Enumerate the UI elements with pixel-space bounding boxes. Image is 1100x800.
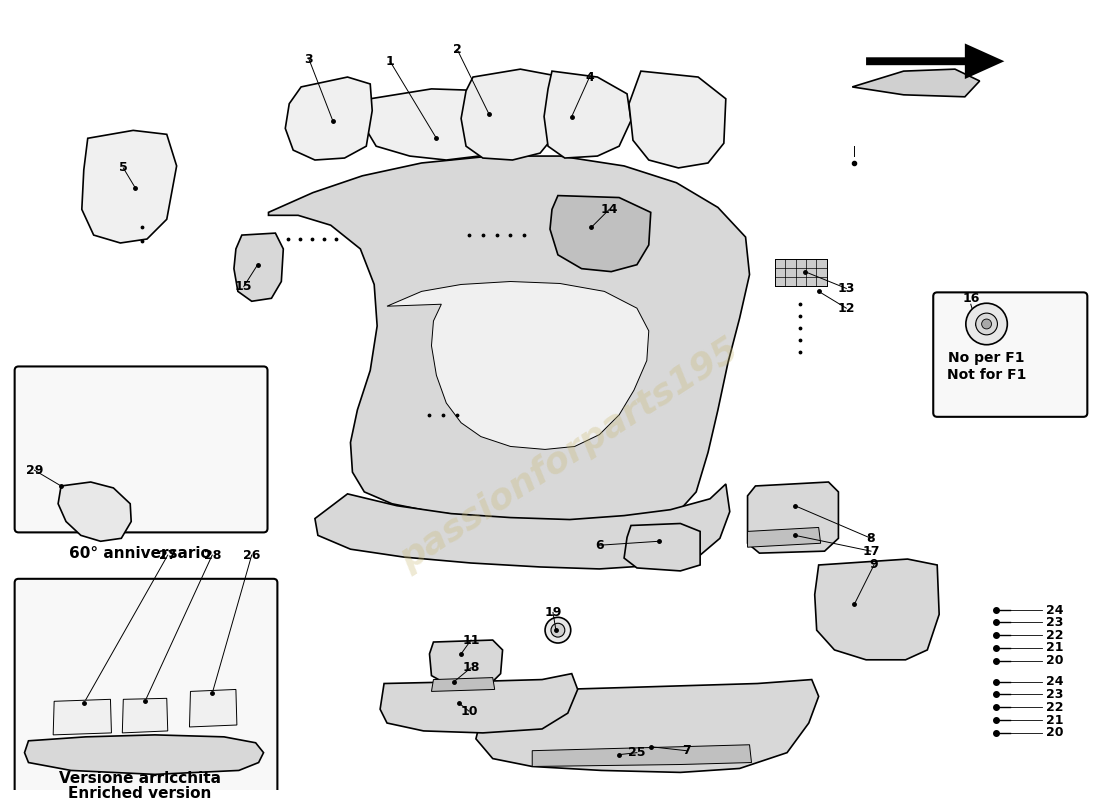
Polygon shape: [544, 71, 631, 158]
Text: 18: 18: [462, 662, 480, 674]
Text: Enriched version: Enriched version: [68, 786, 212, 800]
Polygon shape: [476, 679, 818, 773]
Polygon shape: [122, 698, 167, 733]
Polygon shape: [387, 282, 649, 450]
Text: 2: 2: [453, 43, 462, 56]
Text: 26: 26: [243, 549, 261, 562]
Text: 29: 29: [25, 464, 43, 477]
Text: 19: 19: [544, 606, 562, 619]
Text: Versione arricchita: Versione arricchita: [59, 771, 221, 786]
Polygon shape: [285, 77, 372, 160]
Text: 6: 6: [595, 538, 604, 552]
Text: 21: 21: [1046, 714, 1064, 726]
Text: passionforparts195: passionforparts195: [394, 332, 746, 577]
Polygon shape: [364, 89, 498, 160]
Text: 11: 11: [462, 634, 480, 646]
Circle shape: [546, 618, 571, 643]
Polygon shape: [381, 674, 578, 733]
Text: 22: 22: [1046, 701, 1064, 714]
Text: 12: 12: [837, 302, 855, 314]
Text: 20: 20: [1046, 726, 1064, 739]
Polygon shape: [815, 559, 939, 660]
Text: 10: 10: [460, 705, 477, 718]
Text: 25: 25: [628, 746, 646, 759]
Polygon shape: [315, 484, 729, 569]
FancyBboxPatch shape: [14, 579, 277, 794]
Polygon shape: [234, 233, 284, 302]
Polygon shape: [776, 258, 826, 286]
Text: 23: 23: [1046, 616, 1064, 629]
Text: 3: 3: [305, 53, 314, 66]
Polygon shape: [461, 69, 560, 160]
Text: 23: 23: [1046, 688, 1064, 701]
Polygon shape: [532, 745, 751, 766]
Circle shape: [551, 623, 564, 637]
Text: 8: 8: [867, 532, 876, 545]
Polygon shape: [58, 482, 131, 542]
Text: 5: 5: [119, 162, 128, 174]
Polygon shape: [550, 195, 651, 272]
Text: 28: 28: [204, 549, 221, 562]
Circle shape: [966, 303, 1008, 345]
Text: 60° anniversario: 60° anniversario: [69, 546, 211, 561]
Text: 15: 15: [235, 280, 253, 293]
Polygon shape: [189, 690, 236, 727]
Polygon shape: [268, 156, 749, 523]
Polygon shape: [748, 482, 838, 553]
FancyBboxPatch shape: [933, 292, 1087, 417]
Polygon shape: [624, 523, 700, 571]
Polygon shape: [629, 71, 726, 168]
Text: 27: 27: [160, 549, 176, 562]
Text: 7: 7: [682, 744, 691, 757]
Text: 1: 1: [386, 54, 395, 68]
Text: 13: 13: [837, 282, 855, 295]
Polygon shape: [53, 699, 111, 735]
Polygon shape: [81, 130, 177, 243]
Text: 24: 24: [1046, 675, 1064, 688]
FancyBboxPatch shape: [14, 366, 267, 532]
Text: 24: 24: [1046, 604, 1064, 617]
Polygon shape: [429, 640, 503, 686]
Text: 14: 14: [601, 203, 618, 216]
Polygon shape: [431, 678, 495, 691]
Text: 4: 4: [585, 70, 594, 83]
Circle shape: [976, 313, 998, 335]
Text: 17: 17: [862, 545, 880, 558]
Text: No per F1: No per F1: [948, 350, 1025, 365]
Polygon shape: [852, 69, 980, 97]
Polygon shape: [866, 43, 1004, 79]
Text: 21: 21: [1046, 642, 1064, 654]
Polygon shape: [24, 735, 264, 774]
Circle shape: [981, 319, 991, 329]
Text: 9: 9: [870, 558, 878, 571]
Text: 20: 20: [1046, 654, 1064, 667]
Text: 16: 16: [962, 292, 979, 305]
Polygon shape: [748, 527, 821, 547]
Text: 22: 22: [1046, 629, 1064, 642]
Text: Not for F1: Not for F1: [947, 368, 1026, 382]
